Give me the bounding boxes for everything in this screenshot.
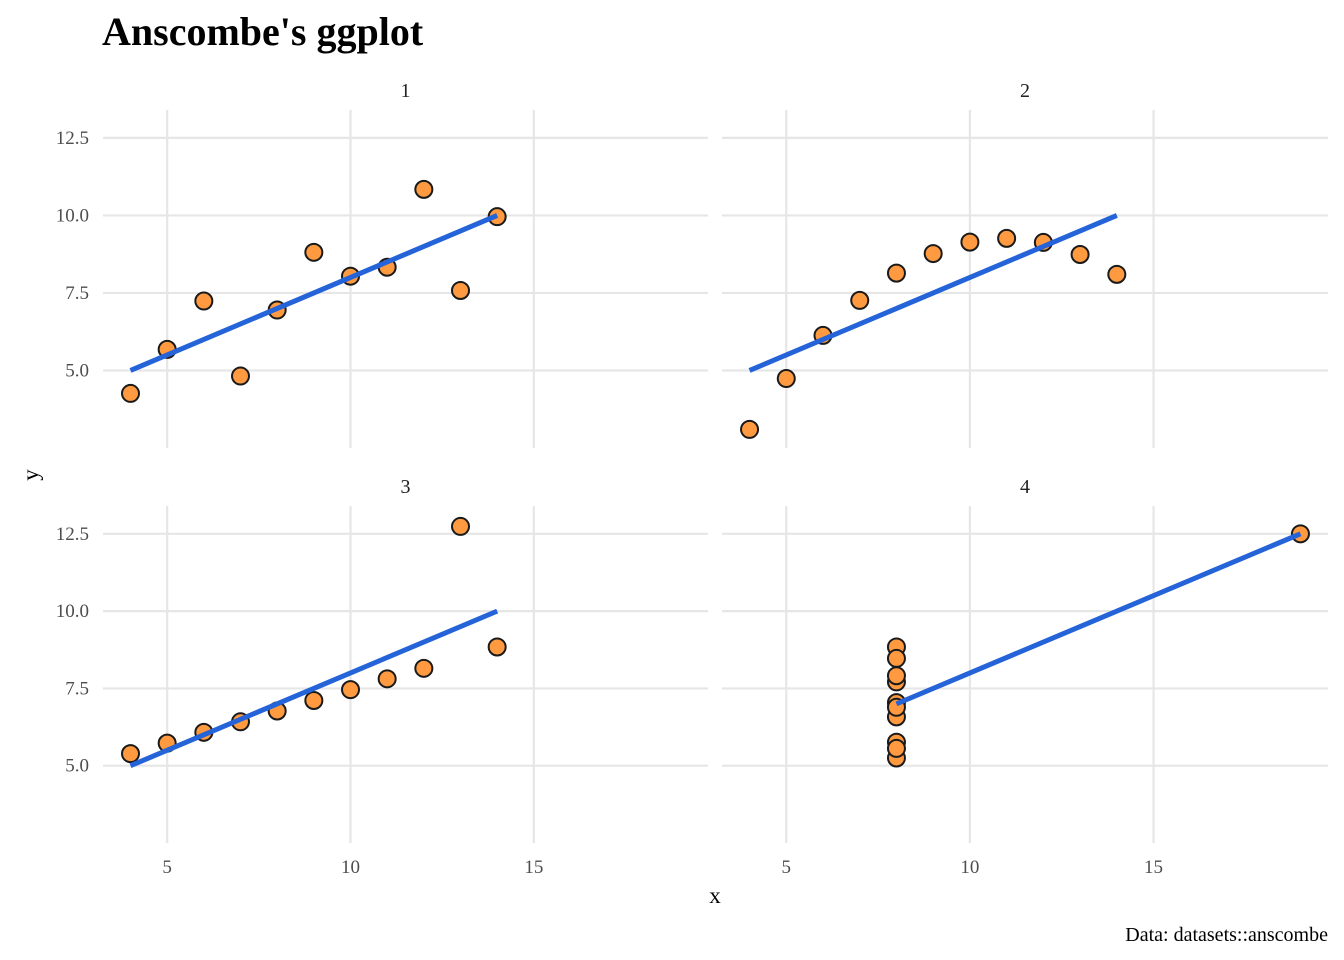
data-point (304, 242, 324, 262)
panel-strip-label: 2 (1020, 80, 1030, 102)
y-tick-label: 5.0 (65, 756, 89, 777)
y-tick-label: 5.0 (65, 360, 89, 381)
chart-title: Anscombe's ggplot (102, 9, 424, 54)
x-axis-title: x (709, 883, 721, 908)
data-point (1070, 245, 1090, 265)
y-tick-label: 10.0 (56, 205, 89, 226)
data-point (341, 680, 360, 700)
y-axis-title: y (18, 469, 43, 481)
data-point (886, 648, 906, 668)
y-tick-label: 10.0 (56, 601, 89, 622)
x-tick-label: 5 (782, 857, 792, 878)
x-tick-label: 10 (341, 857, 360, 878)
data-point (121, 383, 140, 403)
regression-line (895, 531, 1302, 707)
panel-strip-label: 4 (1020, 476, 1030, 498)
x-tick-label: 15 (1144, 857, 1163, 878)
panel-4: 4 5 10 15 (722, 476, 1328, 878)
panel-2: 2 (722, 80, 1328, 448)
x-tick-label: 5 (162, 857, 172, 878)
data-point (451, 280, 470, 300)
data-point (304, 690, 324, 710)
data-point (1107, 264, 1127, 284)
data-point (377, 669, 397, 689)
data-point (997, 228, 1017, 248)
data-point (886, 666, 906, 686)
data-point (923, 244, 943, 264)
data-point (451, 516, 470, 536)
data-point (850, 290, 870, 310)
data-point (414, 179, 434, 199)
y-tick-label: 12.5 (56, 128, 89, 149)
data-point (960, 232, 980, 252)
panel-strip-label: 3 (401, 476, 411, 498)
data-point (740, 419, 760, 439)
data-point (886, 738, 906, 758)
regression-line (129, 608, 499, 769)
data-point (231, 366, 250, 386)
y-tick-label: 12.5 (56, 524, 89, 545)
y-tick-label: 7.5 (65, 283, 89, 304)
panel-3: 3 5 10 15 5.0 7.5 10.0 12.5 (56, 476, 708, 878)
data-point (414, 658, 434, 678)
data-point (487, 637, 507, 657)
panel-strip-label: 1 (401, 80, 411, 102)
data-point (194, 291, 214, 311)
data-point (776, 369, 796, 389)
data-point (886, 263, 906, 283)
panel-1: 1 5.0 7.5 10.0 12.5 (56, 80, 708, 448)
facet-panels: 1 5.0 7.5 10.0 12.5 2 3 5 10 15 5.0 7.5 10.0 12.5 4 5 10… (56, 80, 1328, 878)
regression-line (748, 213, 1118, 373)
y-tick-label: 7.5 (65, 678, 89, 699)
x-tick-label: 15 (524, 857, 543, 878)
regression-line (129, 213, 499, 373)
chart-caption: Data: datasets::anscombe (1125, 924, 1328, 946)
data-point (121, 744, 140, 764)
x-tick-label: 10 (960, 857, 979, 878)
